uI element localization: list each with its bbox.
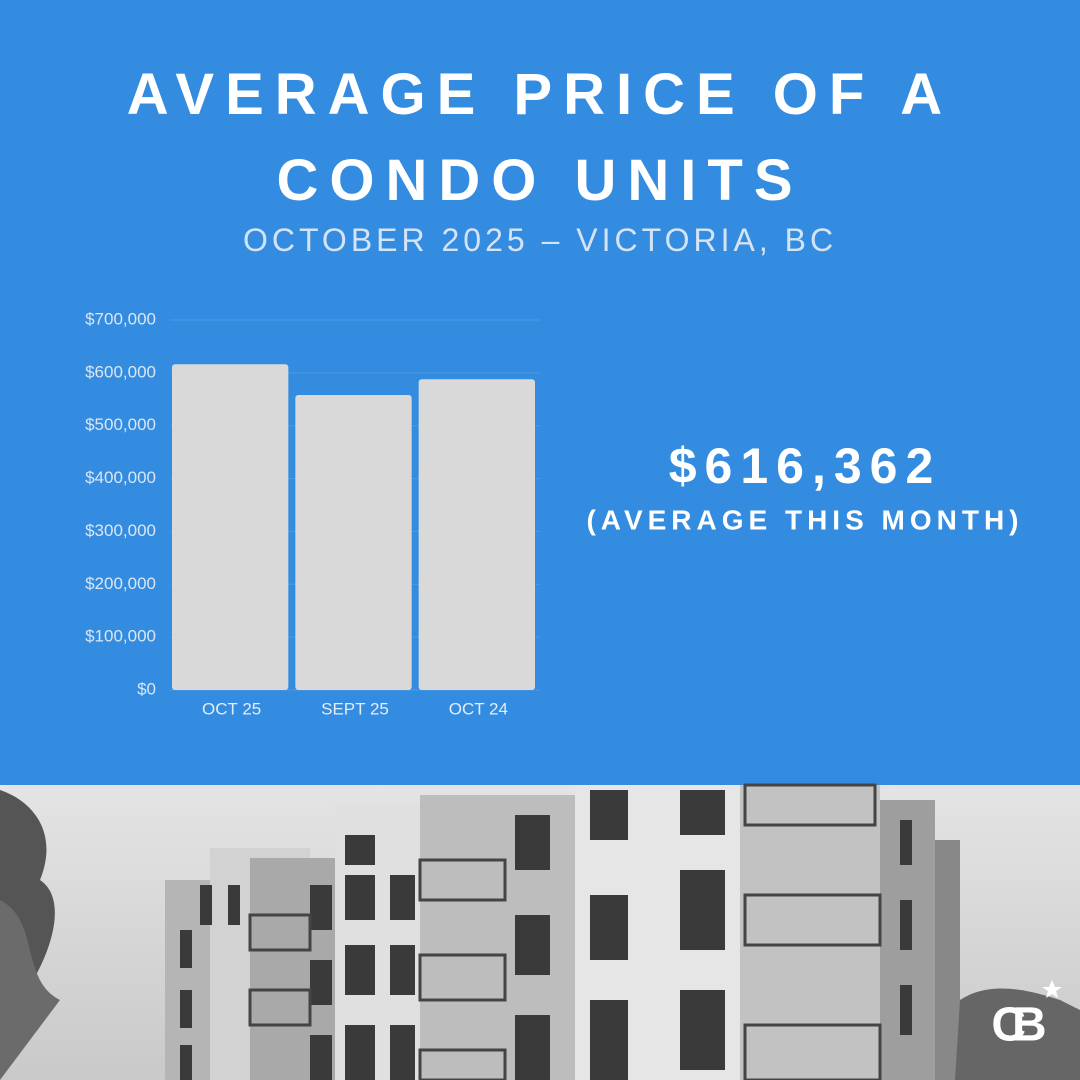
y-tick-label: $100,000 [85, 627, 156, 646]
y-tick-label: $300,000 [85, 521, 156, 540]
x-tick-label: OCT 25 [202, 699, 261, 718]
x-tick-label: SEPT 25 [321, 699, 389, 718]
y-tick-label: $700,000 [85, 309, 156, 328]
highlight-note: (AVERAGE THIS MONTH) [586, 504, 1023, 535]
highlight-value: $616,362 [669, 438, 942, 494]
x-tick-label: OCT 24 [449, 699, 508, 718]
y-tick-label: $0 [137, 679, 156, 698]
building-photo [0, 783, 1080, 1080]
y-tick-label: $200,000 [85, 574, 156, 593]
title: AVERAGE PRICE OF A CONDO UNITS [126, 62, 954, 213]
y-tick-label: $500,000 [85, 415, 156, 434]
bar [418, 379, 535, 690]
bar [172, 364, 289, 690]
bar [295, 395, 412, 690]
y-tick-label: $400,000 [85, 468, 156, 487]
subtitle: OCTOBER 2025 – VICTORIA, BC [242, 222, 838, 258]
y-tick-label: $600,000 [85, 362, 156, 381]
